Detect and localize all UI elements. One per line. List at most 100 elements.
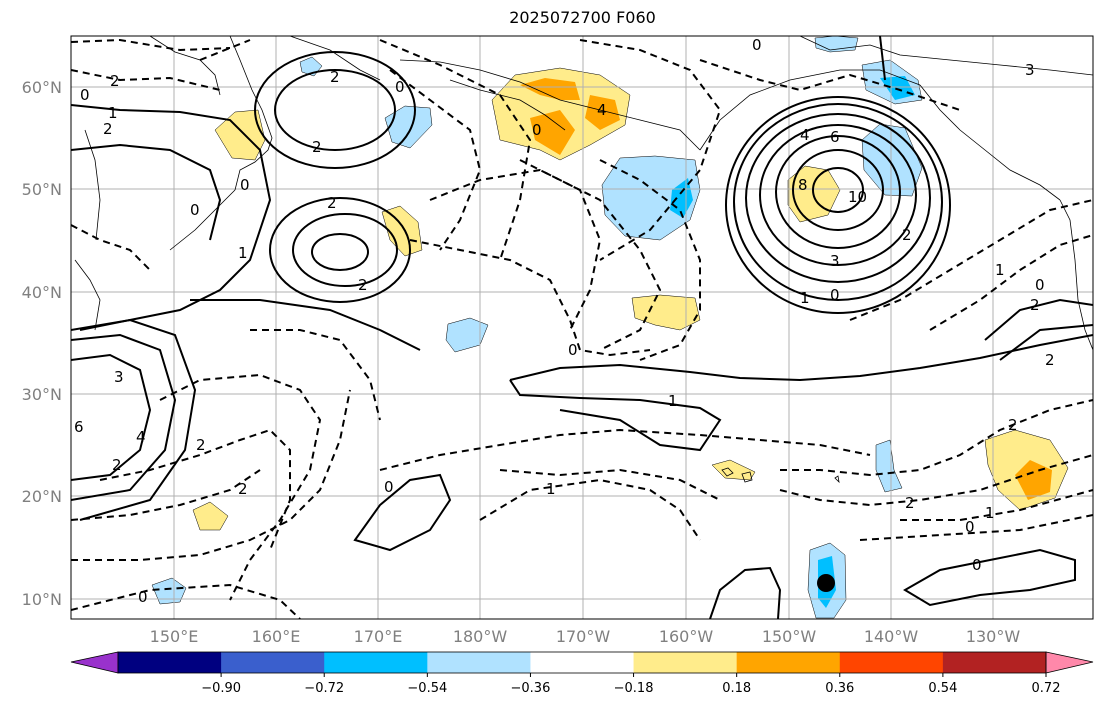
colorbar-tick-label: −0.36 bbox=[511, 681, 551, 696]
dashed-contour-japan bbox=[71, 224, 151, 271]
contour-label: 1 bbox=[546, 480, 556, 498]
shading-layer bbox=[151, 36, 1069, 619]
colorbar-tick-label: −0.18 bbox=[614, 681, 654, 696]
shade-blue-gulf bbox=[601, 155, 701, 241]
dashed-contour-west-5 bbox=[71, 389, 351, 561]
lon-tick-label: 150°E bbox=[150, 627, 199, 646]
dashed-contour-south-1 bbox=[71, 583, 301, 619]
contour-label: 3 bbox=[1025, 61, 1035, 79]
contour-mid-high-3 bbox=[269, 197, 411, 303]
contour-label: 2 bbox=[327, 194, 337, 212]
contour-label: 0 bbox=[752, 36, 762, 54]
lat-tick-label: 40°N bbox=[22, 283, 62, 302]
coastlines bbox=[74, 36, 1093, 484]
contour-nw-ridge-2 bbox=[71, 143, 222, 241]
coast-alaska-peninsula bbox=[399, 59, 701, 151]
dashed-contour-west-3 bbox=[99, 428, 291, 551]
contour-label: 0 bbox=[972, 556, 982, 574]
colorbar-tick-label: −0.72 bbox=[304, 681, 344, 696]
contour-label: 6 bbox=[830, 128, 840, 146]
contour-label: 0 bbox=[965, 518, 975, 536]
contour-label: 0 bbox=[395, 78, 405, 96]
colorbar-tick-label: −0.90 bbox=[201, 681, 241, 696]
lon-tick-label: 170°E bbox=[354, 627, 403, 646]
contour-label: 2 bbox=[1045, 351, 1055, 369]
shade-yellow-170e bbox=[381, 205, 423, 257]
contour-label: 2 bbox=[110, 72, 120, 90]
contour-label: 2 bbox=[196, 436, 206, 454]
contour-subtrop-1b bbox=[509, 379, 722, 452]
contour-nw-ridge bbox=[71, 104, 272, 331]
dashed-contour-east-4 bbox=[859, 514, 1093, 541]
contour-label: 6 bbox=[74, 418, 84, 436]
lat-tick-label: 30°N bbox=[22, 385, 62, 404]
shade-yellow-sw bbox=[192, 501, 229, 531]
contour-se-0 bbox=[903, 548, 1076, 607]
colorbar-tick-label: 0.18 bbox=[722, 681, 751, 696]
colorbar-frame bbox=[117, 651, 1047, 674]
shade-blue-top bbox=[814, 36, 859, 53]
dashed-contour-west-4 bbox=[71, 469, 261, 521]
lon-tick-label: 170°W bbox=[556, 627, 611, 646]
colorbar-tick-label: 0.54 bbox=[928, 681, 957, 696]
contour-label: 2 bbox=[902, 226, 912, 244]
contour-label: 2 bbox=[358, 276, 368, 294]
colorbar-segment bbox=[839, 652, 944, 673]
contour-north-high-2 bbox=[254, 51, 416, 169]
lon-tick-label: 150°W bbox=[762, 627, 817, 646]
dashed-contour-east-1 bbox=[779, 454, 1093, 507]
contour-label: 0 bbox=[568, 341, 578, 359]
shade-yellow-kamchatka bbox=[214, 109, 266, 161]
contour-label: 0 bbox=[1035, 276, 1045, 294]
contour-south-0 bbox=[709, 566, 782, 619]
colorbar-tick-label: 0.72 bbox=[1032, 681, 1061, 696]
coast-kurils bbox=[169, 189, 236, 251]
contour-sw-high-2 bbox=[71, 333, 177, 501]
dashed-contour-alaska bbox=[699, 59, 961, 111]
contour-label: 1 bbox=[995, 261, 1005, 279]
dashed-contour-east-3 bbox=[900, 489, 1093, 521]
contour-east-high bbox=[984, 298, 1093, 341]
dashed-contour-gulf-4 bbox=[429, 168, 602, 331]
solid-contours bbox=[71, 36, 1093, 619]
colorbar: −0.90 −0.72 −0.54 −0.36 −0.18 0.18 0.36 0.54 0.7… bbox=[70, 651, 1094, 696]
colorbar-segment bbox=[942, 652, 1047, 673]
colorbar-segment bbox=[736, 652, 841, 673]
coast-alaska-north bbox=[799, 36, 1093, 76]
shade-orange-aleutians-2 bbox=[585, 95, 620, 130]
colorbar-segment bbox=[324, 652, 428, 673]
contour-high-7 bbox=[725, 96, 951, 314]
contour-label: 1 bbox=[668, 392, 678, 410]
coast-gulf-alaska bbox=[699, 69, 921, 151]
lon-tick-label: 130°W bbox=[966, 627, 1021, 646]
lat-tick-label: 20°N bbox=[22, 487, 62, 506]
map-title: 2025072700 F060 bbox=[509, 8, 656, 27]
contour-label: 3 bbox=[830, 252, 840, 270]
contour-label: 1 bbox=[985, 504, 995, 522]
dashed-contour-bering-1 bbox=[199, 39, 251, 61]
contour-high-1 bbox=[812, 167, 864, 213]
dashed-contour-north-trough-2 bbox=[379, 39, 532, 261]
dashed-contour-east-2 bbox=[780, 399, 1093, 477]
contour-label: 0 bbox=[240, 176, 250, 194]
dashed-contour-subtrop-3 bbox=[499, 468, 721, 501]
contour-label: 2 bbox=[905, 494, 915, 512]
coast-aleutians bbox=[449, 79, 566, 131]
dashed-contour-subtrop-2 bbox=[479, 478, 701, 541]
contour-label: 3 bbox=[114, 368, 124, 386]
shade-yellow-40n bbox=[631, 294, 701, 331]
location-marker bbox=[817, 574, 835, 592]
lat-tick-label: 50°N bbox=[22, 180, 62, 199]
island-22n bbox=[834, 475, 840, 484]
contour-north-high-1 bbox=[274, 69, 396, 151]
lon-tick-label: 160°W bbox=[659, 627, 714, 646]
contour-label: 4 bbox=[800, 126, 810, 144]
contour-label: 10 bbox=[848, 188, 867, 206]
contour-label: 2 bbox=[330, 68, 340, 86]
contour-label: 0 bbox=[138, 588, 148, 606]
contour-label: 2 bbox=[312, 138, 322, 156]
contour-subtrop-1 bbox=[509, 334, 1093, 382]
plot-frame bbox=[70, 35, 1094, 620]
contour-west-1 bbox=[190, 299, 421, 351]
dashed-contour-mid-0 bbox=[409, 239, 651, 357]
